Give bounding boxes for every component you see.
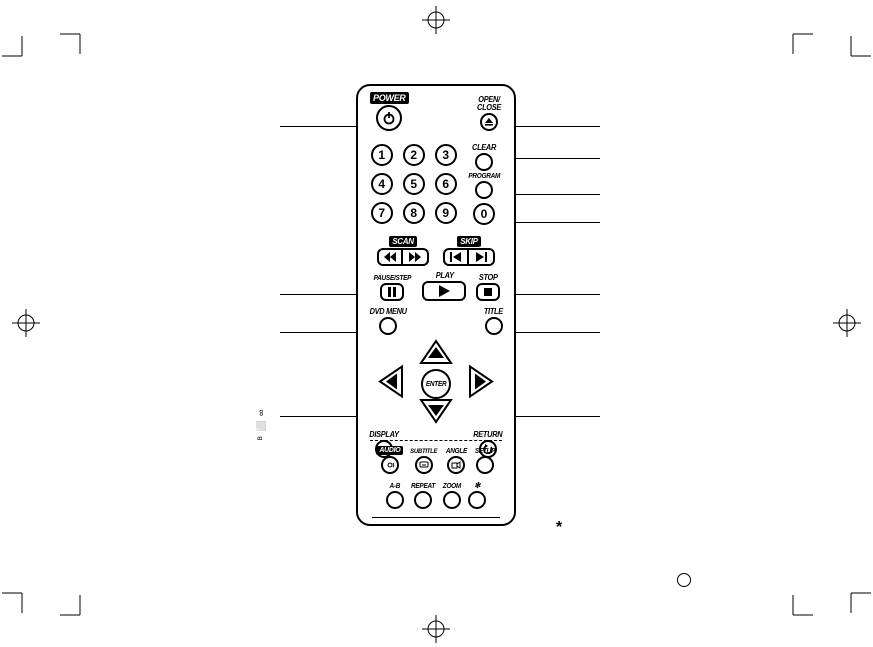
- num-3: 3: [435, 144, 457, 166]
- ab-label: A-B: [390, 483, 401, 490]
- subtitle-button: SUBTITLE: [409, 449, 438, 475]
- dpad-left: [378, 365, 404, 404]
- title-button: TITLE: [483, 308, 504, 335]
- enter-label: ENTER: [426, 381, 446, 388]
- play-icon: [437, 285, 451, 297]
- power-label: POWER: [370, 92, 409, 104]
- return-label: RETURN: [474, 431, 503, 439]
- audio-label: AUDIO: [376, 446, 403, 455]
- remote-diagram: POWER OPEN/ CLOSE 1 2 3: [356, 84, 516, 526]
- clear-label: CLEAR: [472, 144, 496, 152]
- prev-icon: [449, 252, 463, 262]
- num-2: 2: [403, 144, 425, 166]
- fastfwd-icon: [408, 252, 422, 262]
- subtitle-icon: [419, 461, 429, 469]
- pause-button: PAUSE/STEP: [372, 275, 413, 301]
- footnote-asterisk: *: [556, 519, 562, 537]
- zoom-label: ZOOM: [443, 483, 461, 490]
- enter-button: ENTER: [421, 369, 451, 399]
- stop-button: STOP: [476, 274, 500, 301]
- pause-icon: [387, 287, 397, 297]
- dvd-menu-button: DVD MENU: [368, 308, 408, 335]
- repeat-label: REPEAT: [411, 483, 435, 490]
- display-label: DISPLAY: [369, 431, 398, 439]
- rewind-icon: [383, 252, 397, 262]
- footer-rule: [372, 517, 500, 518]
- power-button: POWER: [370, 92, 409, 131]
- eject-icon: [484, 117, 494, 127]
- repeat-button: REPEAT: [410, 483, 436, 509]
- title-label: TITLE: [484, 308, 503, 316]
- dpad-up: [419, 339, 453, 370]
- audio-button: AUDIO: [376, 446, 403, 474]
- num-7: 7: [371, 202, 393, 224]
- ab-button: A-B: [386, 483, 404, 509]
- star-label: ✻: [474, 482, 480, 490]
- num-8: 8: [403, 202, 425, 224]
- stop-icon: [483, 287, 493, 297]
- program-label: PROGRAM: [468, 173, 500, 180]
- open-close-button: OPEN/ CLOSE: [476, 96, 502, 131]
- num-4: 4: [371, 173, 393, 195]
- stop-label: STOP: [479, 274, 498, 282]
- scan-back-button: [377, 248, 403, 266]
- num-1: 1: [371, 144, 393, 166]
- num-9: 9: [435, 202, 457, 224]
- pause-label: PAUSE/STEP: [373, 275, 411, 282]
- num-5: 5: [403, 173, 425, 195]
- setup-button: SETUP: [474, 448, 496, 474]
- next-icon: [474, 252, 488, 262]
- side-marks: ᴮ ⬜ ∞: [256, 409, 267, 440]
- audio-icon: [385, 460, 395, 470]
- num-0: 0: [473, 203, 495, 225]
- scan-label: SCAN: [389, 236, 416, 247]
- dpad-right: [468, 365, 494, 404]
- play-button: PLAY: [422, 272, 466, 301]
- page-number-circle: [677, 573, 691, 587]
- setup-label: SETUP: [475, 448, 495, 455]
- power-icon: [382, 111, 396, 125]
- scan-group: SCAN: [377, 236, 429, 266]
- subtitle-label: SUBTITLE: [411, 449, 438, 456]
- dvd-menu-label: DVD MENU: [370, 308, 407, 316]
- angle-button: ANGLE: [445, 448, 468, 474]
- skip-label: SKIP: [457, 236, 480, 247]
- angle-icon: [451, 461, 461, 469]
- num-6: 6: [435, 173, 457, 195]
- angle-label: ANGLE: [446, 448, 467, 455]
- star-button: ✻: [468, 482, 486, 509]
- open-close-label-2: CLOSE: [477, 103, 501, 112]
- play-label: PLAY: [435, 272, 453, 280]
- clear-button: CLEAR: [471, 144, 497, 171]
- scan-fwd-button: [403, 248, 429, 266]
- program-button: PROGRAM: [467, 173, 501, 199]
- skip-group: SKIP: [443, 236, 495, 266]
- skip-back-button: [443, 248, 469, 266]
- skip-fwd-button: [469, 248, 495, 266]
- dpad-down: [419, 398, 453, 429]
- zoom-button: ZOOM: [442, 483, 462, 509]
